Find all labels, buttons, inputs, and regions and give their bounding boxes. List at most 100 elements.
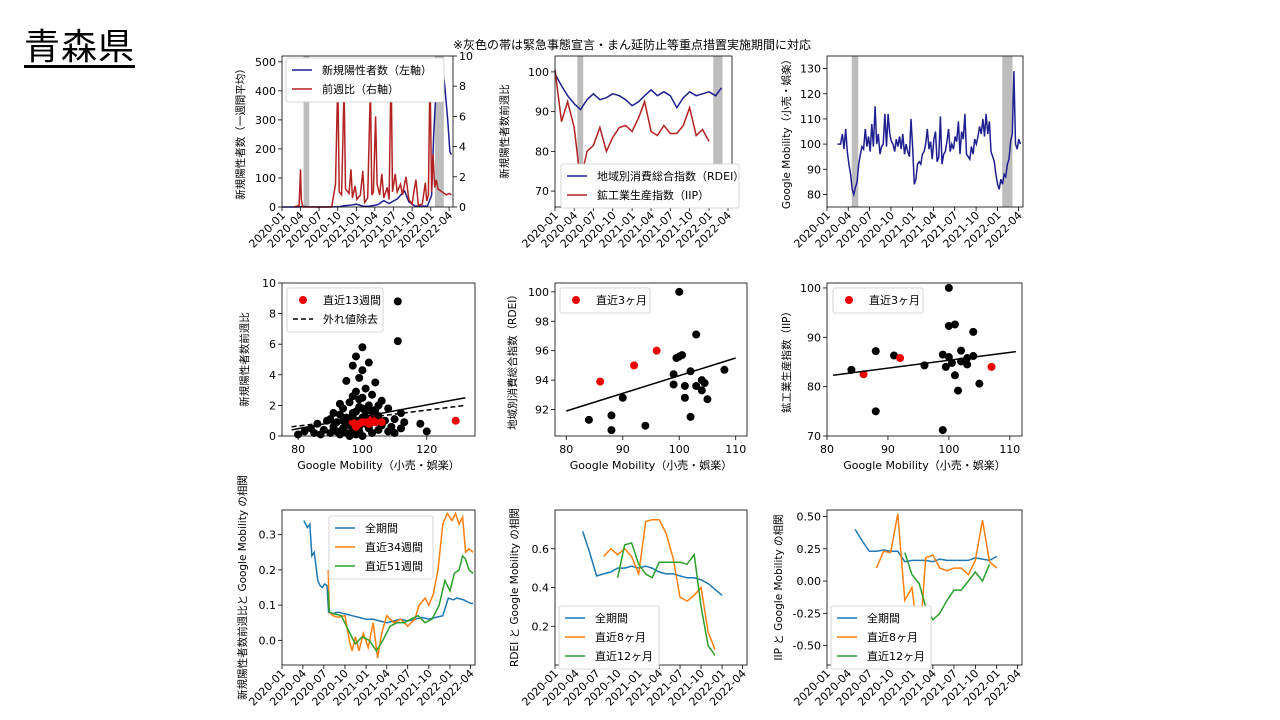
- scatter-point: [335, 430, 344, 439]
- y-tick-label: 0: [269, 430, 276, 443]
- y-tick-label: 94: [535, 374, 549, 387]
- y-tick-label: 80: [807, 381, 821, 394]
- regression-line: [833, 350, 1016, 377]
- scatter-point: [371, 378, 380, 387]
- scatter-point: [364, 401, 373, 410]
- chart-mobility: 80901001101201302020-012020-042020-07202…: [780, 54, 1025, 251]
- y-tick-label: 80: [807, 188, 821, 201]
- scatter-point: [938, 350, 947, 359]
- scatter-point: [374, 401, 383, 410]
- x-tick-label: 90: [881, 443, 895, 456]
- scatter-point: [950, 371, 959, 380]
- recent-scatter-point: [896, 354, 905, 363]
- scatter-point: [963, 360, 972, 369]
- series-line-1: [603, 518, 716, 650]
- scatter-point: [686, 412, 695, 421]
- x-tick-label: 100: [352, 443, 373, 456]
- y-tick-label: 10: [459, 50, 473, 63]
- scatter-point: [348, 361, 357, 370]
- scatter-point: [345, 398, 354, 407]
- y-axis-label: 新規陽性者数（一週間平均）: [234, 63, 247, 200]
- legend-label: 直近34週間: [365, 540, 423, 554]
- x-axis-label: Google Mobility（小売・娯楽）: [843, 458, 1005, 472]
- legend-box: [559, 287, 651, 314]
- series-line-2: [327, 554, 474, 653]
- y-tick-label: 300: [255, 114, 276, 127]
- legend-label: 全期間: [365, 521, 398, 535]
- regression-line: [291, 397, 466, 431]
- y-tick-label: 0.0: [259, 634, 277, 647]
- scatter-point: [847, 365, 856, 374]
- scatter-point: [680, 393, 689, 402]
- scatter-point: [944, 283, 953, 292]
- chart-corr_cases: 0.00.10.20.32020-012020-042020-072020-10…: [236, 475, 477, 709]
- y-tick-label: 80: [535, 145, 549, 158]
- recent-scatter-point: [451, 416, 460, 425]
- y-tick-label: -0.50: [793, 640, 821, 653]
- y-tick-label: 400: [255, 85, 276, 98]
- scatter-point: [957, 346, 966, 355]
- series-line-2: [904, 552, 991, 622]
- legend-marker: [845, 296, 853, 304]
- legend-marker: [572, 296, 580, 304]
- legend-label: 新規陽性者数（左軸）: [322, 63, 432, 77]
- scatter-point: [393, 337, 402, 346]
- x-tick-label: 100: [669, 443, 690, 456]
- x-tick-label: 90: [616, 443, 630, 456]
- series-line-0: [581, 531, 723, 596]
- y-tick-label: 100: [255, 172, 276, 185]
- scatter-point: [938, 426, 947, 435]
- recent-scatter-point: [377, 418, 386, 427]
- legend-box: [830, 605, 932, 670]
- y-tick-label: 8: [459, 80, 466, 93]
- scatter-point: [368, 428, 377, 437]
- chart-cases: 010020030040050002468102020-012020-04202…: [234, 50, 511, 251]
- scatter-point: [387, 422, 396, 431]
- y-tick-label: 70: [535, 185, 549, 198]
- x-axis-label: Google Mobility（小売・娯楽）: [297, 458, 459, 472]
- y-tick-label: 100: [528, 66, 549, 79]
- scatter-point: [700, 379, 709, 388]
- y-tick-label: 100: [528, 286, 549, 299]
- emergency-period-band: [434, 56, 444, 207]
- y-axis-label: 新規陽性者数前週比と Google Mobility の相関: [236, 475, 249, 700]
- y-tick-label: 10: [262, 277, 276, 290]
- legend-box: [832, 287, 924, 314]
- series-line-0: [837, 71, 1022, 198]
- y-tick-label: 130: [800, 63, 821, 76]
- scatter-point: [944, 353, 953, 362]
- y-tick-label: 0.00: [797, 575, 822, 588]
- x-tick-label: 120: [416, 443, 437, 456]
- legend-label: 直近12ヶ月: [867, 649, 925, 663]
- scatter-point: [692, 330, 701, 339]
- scatter-point: [390, 415, 399, 424]
- x-tick-label: 80: [559, 443, 573, 456]
- scatter-point: [348, 392, 357, 401]
- emergency-period-band: [851, 56, 859, 207]
- legend-label: 直近12ヶ月: [595, 649, 653, 663]
- legend-box: [328, 515, 434, 580]
- legend-box: [286, 287, 384, 333]
- y-tick-label: 100: [800, 138, 821, 151]
- plot-frame: [281, 509, 476, 666]
- scatter-point: [954, 386, 963, 395]
- scatter-point: [416, 419, 425, 428]
- chart-scatter_cases: 0 2 4 6 8 10 80 100 120 Google Mobility（小売・娯楽） 新規陽…: [238, 277, 476, 472]
- plot-frame: [281, 55, 454, 208]
- scatter-point: [358, 366, 367, 375]
- scatter-point: [390, 428, 399, 437]
- scatter-point: [397, 409, 406, 418]
- series-line-1: [875, 513, 998, 649]
- chart-scatter_rdei: 92 94 96 98 100 80 90 100 110 Google Mobility（小売・…: [506, 282, 748, 472]
- scatter-point: [975, 379, 984, 388]
- scatter-point: [310, 428, 319, 437]
- scatter-point: [669, 380, 678, 389]
- y-tick-label: 6: [269, 338, 276, 351]
- scatter-point: [607, 426, 616, 435]
- y-tick-label: 0.3: [259, 529, 277, 542]
- recent-scatter-point: [987, 362, 996, 371]
- y-tick-label: 0: [269, 201, 276, 214]
- scatter-point: [618, 393, 627, 402]
- chart-corr_iip: -0.50-0.250.000.250.502020-012020-042020…: [772, 509, 1024, 709]
